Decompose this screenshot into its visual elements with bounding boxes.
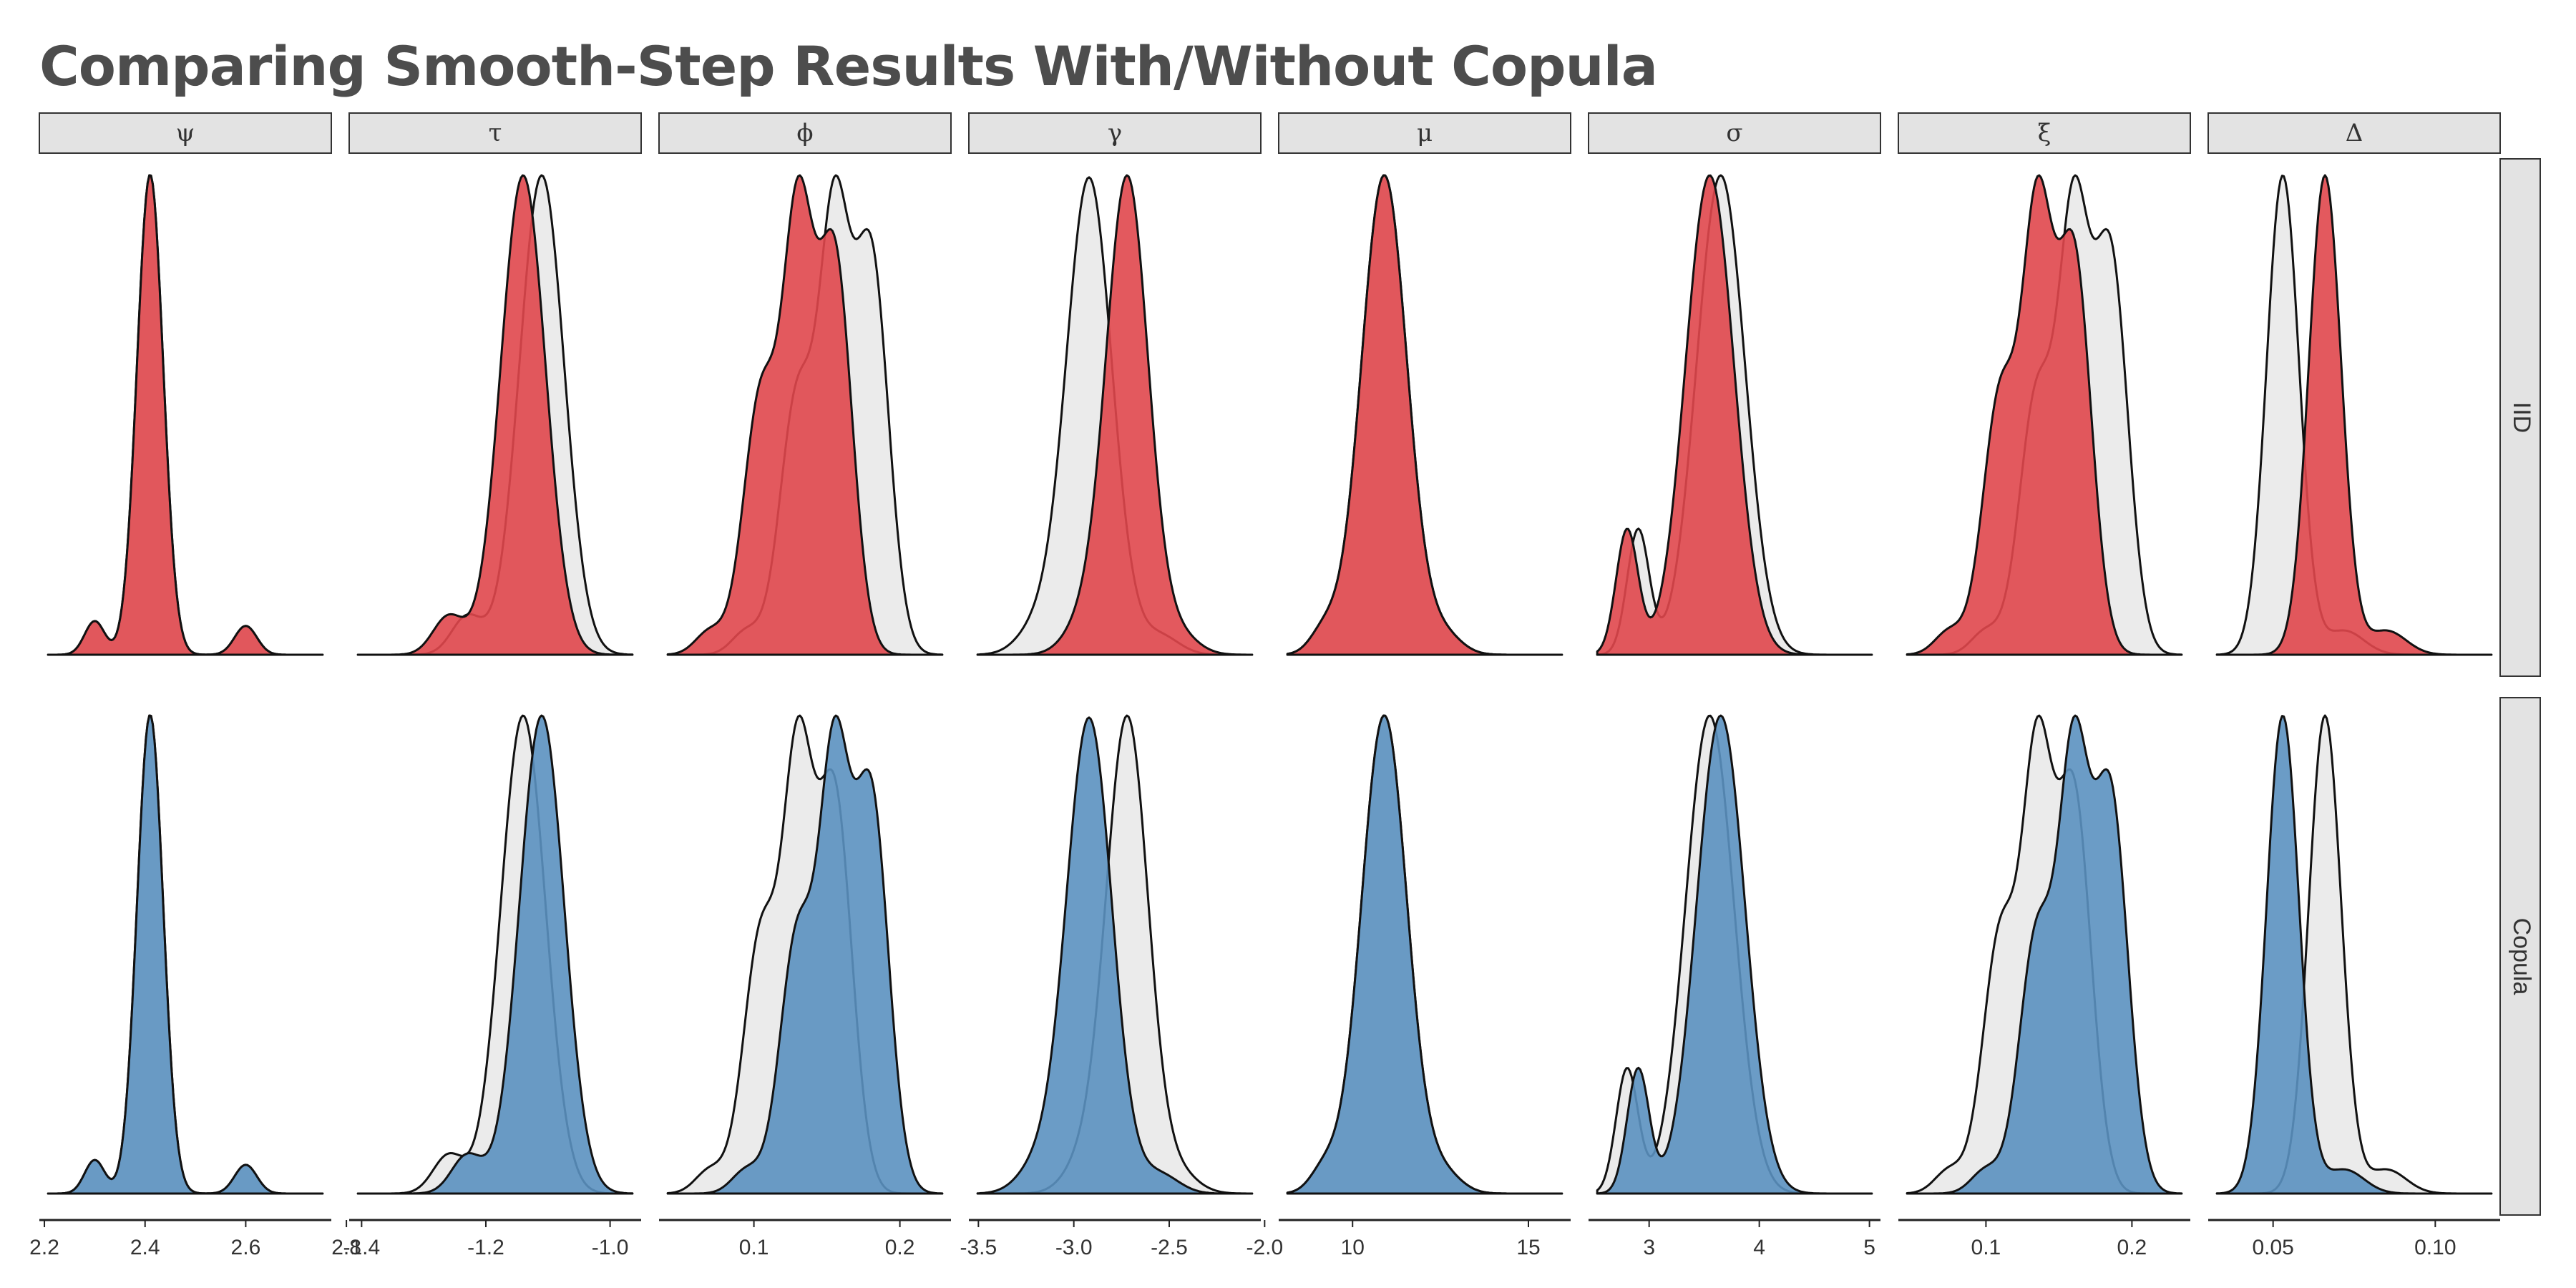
density-iid [2215,174,2493,656]
x-tick-label: 10 [1341,1236,1365,1259]
page-title: Comparing Smooth-Step Results With/Witho… [39,34,1658,98]
facet-strip [1278,112,1571,154]
reference-density-iid [47,714,324,1195]
x-tick-label: 5 [1863,1236,1875,1259]
density-copula [666,714,944,1195]
facet-strip [348,112,642,154]
facet-strip-label: τ [489,119,502,147]
x-tick-label: 0.1 [739,1236,769,1259]
density-copula [356,714,634,1195]
density-iid [666,174,944,656]
facet-strip-label: ξ [2038,119,2051,147]
density-copula [2215,715,2493,1195]
x-tick-label: 0.1 [1971,1236,2001,1259]
x-tick-label: 3 [1643,1236,1655,1259]
x-tick-label: -2.5 [1151,1236,1188,1259]
density-iid [1906,174,2183,656]
facet-strip-label: γ [1108,119,1122,147]
x-tick-label: -1.2 [467,1236,504,1259]
x-tick-label: 2.8 [331,1236,361,1259]
x-tick-label: 0.05 [2252,1236,2293,1259]
x-tick-label: 4 [1753,1236,1765,1259]
x-tick-label: -2.0 [1246,1236,1283,1259]
row-strip-label: IID [2508,402,2535,433]
density-iid [356,174,634,656]
reference-density-iid [356,714,634,1195]
density-iid [1286,174,1563,656]
x-tick-label: 2.2 [29,1236,59,1259]
facet-strip [658,112,952,154]
row-strip [2499,697,2541,1216]
density-copula [976,716,1254,1195]
x-tick-label: 15 [1516,1236,1540,1259]
x-tick-label: 2.4 [130,1236,160,1259]
facet-strip-label: Δ [2346,119,2363,147]
reference-density-copula [47,174,324,656]
density-copula [1286,714,1563,1195]
x-tick-label: -3.5 [960,1236,997,1259]
facet-strip [39,112,332,154]
row-strip-label: Copula [2508,918,2535,995]
density-iid [976,174,1254,656]
facet-strip-label: μ [1417,119,1433,147]
density-copula [1906,714,2183,1195]
row-strip [2499,158,2541,677]
x-tick-label: 0.10 [2414,1236,2456,1259]
facet-strip [2207,112,2501,154]
x-tick-label: -1.0 [592,1236,629,1259]
x-tick-label: 2.6 [231,1236,261,1259]
x-tick-label: -1.4 [343,1236,381,1259]
density-iid [1596,174,1873,656]
x-tick-label: 0.2 [885,1236,915,1259]
facet-strip [1588,112,1881,154]
facet-strip-label: σ [1726,119,1742,147]
x-tick-label: 0.2 [2117,1236,2147,1259]
density-copula [1596,714,1873,1195]
density-copula [47,714,324,1195]
facet-strip-label: ψ [176,119,195,147]
facet-strip-label: ϕ [796,119,813,147]
x-tick-label: -3.0 [1055,1236,1093,1259]
facet-strip [1898,112,2191,154]
facet-strip [968,112,1262,154]
density-iid [47,174,324,656]
